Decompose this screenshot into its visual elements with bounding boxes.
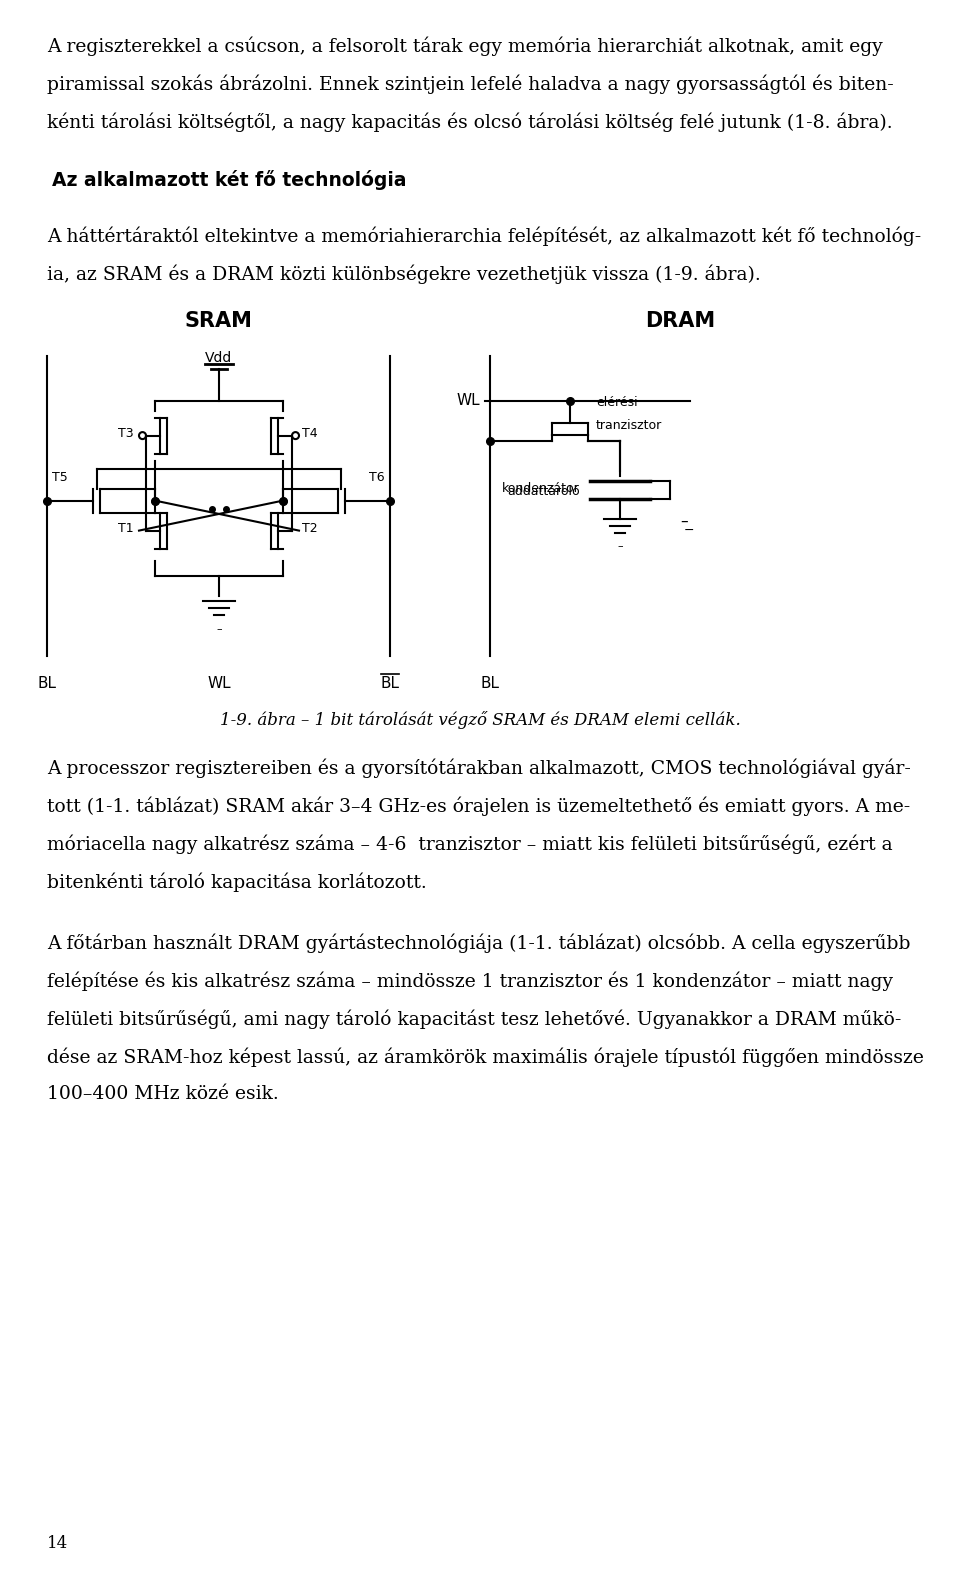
Text: −: − [684,525,694,537]
Text: T4: T4 [302,427,318,441]
Text: A regiszterekkel a csúcson, a felsorolt tárak egy memória hierarchiát alkotnak, : A regiszterekkel a csúcson, a felsorolt … [47,36,883,57]
Text: kondenzátor: kondenzátor [502,482,580,495]
Text: T1: T1 [118,521,134,536]
Text: WL: WL [207,676,230,690]
Text: SRAM: SRAM [184,311,252,330]
Text: piramissal szokás ábrázolni. Ennek szintjein lefelé haladva a nagy gyorsasságtól: piramissal szokás ábrázolni. Ennek szint… [47,74,894,95]
Text: móriacella nagy alkatrész száma – 4-6  tranzisztor – miatt kis felületi bitsűrűs: móriacella nagy alkatrész száma – 4-6 tr… [47,834,893,855]
Text: A háttértáraktól eltekintve a memóriahierarchia felépítését, az alkalmazott két : A háttértáraktól eltekintve a memóriahie… [47,228,922,246]
Text: A processzor regisztereiben és a gyorsítótárakban alkalmazott, CMOS technológiáv: A processzor regisztereiben és a gyorsít… [47,758,911,777]
Text: A főtárban használt DRAM gyártástechnológiája (1-1. táblázat) olcsóbb. A cella e: A főtárban használt DRAM gyártástechnoló… [47,934,910,953]
Text: ia, az SRAM és a DRAM közti különbségekre vezethetjük vissza (1-9. ábra).: ia, az SRAM és a DRAM közti különbségekr… [47,265,760,284]
Text: tranzisztor: tranzisztor [596,419,662,431]
Text: T2: T2 [302,521,318,536]
Text: BL: BL [380,676,399,690]
Text: elérési: elérési [596,395,637,409]
Text: T5: T5 [52,471,68,483]
Text: 1-9. ábra – 1 bit tárolását végző SRAM és DRAM elemi cellák.: 1-9. ábra – 1 bit tárolását végző SRAM é… [220,711,740,728]
Text: T6: T6 [370,471,385,483]
Text: felületi bitsűrűségű, ami nagy tároló kapacitást tesz lehetővé. Ugyanakkor a DRA: felületi bitsűrűségű, ami nagy tároló ka… [47,1010,901,1029]
Text: bitenkénti tároló kapacitása korlátozott.: bitenkénti tároló kapacitása korlátozott… [47,872,427,893]
Text: –: – [216,624,222,634]
Text: WL: WL [456,393,480,408]
Text: –: – [680,514,687,529]
Text: addattároló: addattároló [508,485,580,498]
Text: dése az SRAM-hoz képest lassú, az áramkörök maximális órajele típustól függően m: dése az SRAM-hoz képest lassú, az áramkö… [47,1048,924,1066]
Text: Az alkalmazott két fő technológia: Az alkalmazott két fő technológia [52,171,406,190]
Text: kénti tárolási költségtől, a nagy kapacitás és olcsó tárolási költség felé jutun: kénti tárolási költségtől, a nagy kapaci… [47,114,893,133]
Text: DRAM: DRAM [645,311,715,330]
Text: T3: T3 [118,427,134,441]
Text: BL: BL [481,676,499,690]
Text: tott (1-1. táblázat) SRAM akár 3–4 GHz-es órajelen is üzemeltethető és emiatt gy: tott (1-1. táblázat) SRAM akár 3–4 GHz-e… [47,796,910,817]
Text: 100–400 MHz közé esik.: 100–400 MHz közé esik. [47,1085,278,1103]
Text: –: – [617,540,623,550]
Text: Vdd: Vdd [205,351,232,365]
Text: felépítése és kis alkatrész száma – mindössze 1 tranzisztor és 1 kondenzátor – m: felépítése és kis alkatrész száma – mind… [47,972,893,991]
Text: BL: BL [37,676,57,690]
Text: 14: 14 [47,1536,68,1552]
